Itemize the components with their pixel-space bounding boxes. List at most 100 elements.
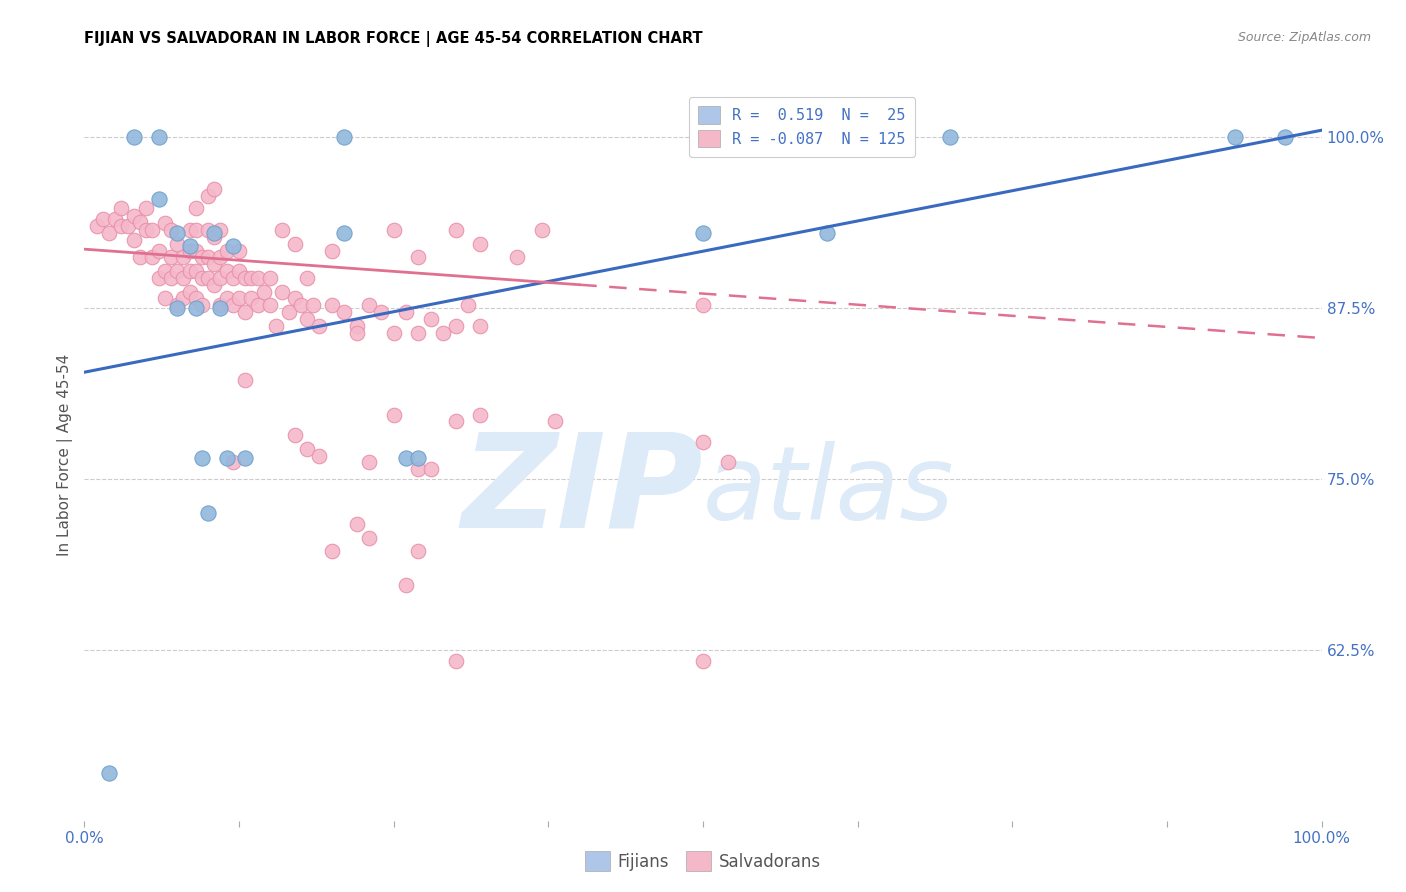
- Point: [228, 244, 250, 258]
- Point: [395, 305, 418, 319]
- Point: [209, 301, 232, 315]
- Point: [290, 298, 312, 312]
- Point: [160, 223, 183, 237]
- Point: [148, 244, 170, 258]
- Point: [166, 264, 188, 278]
- Point: [179, 239, 201, 253]
- Point: [1274, 130, 1296, 145]
- Point: [382, 326, 405, 340]
- Point: [444, 414, 467, 428]
- Point: [184, 301, 207, 315]
- Point: [86, 219, 108, 233]
- Point: [179, 244, 201, 258]
- Point: [141, 223, 163, 237]
- Point: [222, 271, 245, 285]
- Point: [91, 212, 114, 227]
- Point: [202, 277, 225, 292]
- Point: [939, 130, 962, 145]
- Point: [271, 223, 294, 237]
- Point: [129, 251, 152, 265]
- Point: [271, 285, 294, 299]
- Point: [191, 271, 214, 285]
- Point: [284, 428, 307, 442]
- Point: [153, 292, 176, 306]
- Point: [122, 130, 145, 145]
- Point: [197, 271, 219, 285]
- Point: [215, 244, 238, 258]
- Point: [531, 223, 554, 237]
- Point: [184, 264, 207, 278]
- Point: [202, 230, 225, 244]
- Point: [179, 223, 201, 237]
- Point: [129, 215, 152, 229]
- Point: [382, 408, 405, 422]
- Point: [259, 271, 281, 285]
- Point: [202, 182, 225, 196]
- Point: [191, 451, 214, 466]
- Point: [179, 264, 201, 278]
- Point: [284, 292, 307, 306]
- Point: [98, 765, 121, 780]
- Point: [166, 226, 188, 240]
- Point: [470, 236, 492, 251]
- Point: [110, 201, 132, 215]
- Point: [277, 305, 299, 319]
- Point: [395, 451, 418, 466]
- Point: [264, 318, 287, 333]
- Point: [815, 226, 838, 240]
- Point: [202, 257, 225, 271]
- Point: [246, 271, 269, 285]
- Point: [357, 455, 380, 469]
- Point: [357, 298, 380, 312]
- Point: [228, 292, 250, 306]
- Point: [333, 130, 356, 145]
- Point: [408, 326, 430, 340]
- Point: [233, 271, 256, 285]
- Point: [122, 233, 145, 247]
- Point: [333, 226, 356, 240]
- Point: [302, 298, 325, 312]
- Point: [215, 264, 238, 278]
- Point: [209, 298, 232, 312]
- Point: [184, 244, 207, 258]
- Point: [432, 326, 454, 340]
- Point: [153, 264, 176, 278]
- Point: [160, 271, 183, 285]
- Point: [321, 244, 343, 258]
- Point: [240, 271, 263, 285]
- Point: [543, 414, 565, 428]
- Point: [333, 305, 356, 319]
- Point: [222, 239, 245, 253]
- Point: [209, 251, 232, 265]
- Point: [191, 298, 214, 312]
- Point: [321, 298, 343, 312]
- Point: [197, 223, 219, 237]
- Point: [197, 189, 219, 203]
- Point: [382, 223, 405, 237]
- Point: [457, 298, 479, 312]
- Point: [754, 130, 776, 145]
- Point: [470, 318, 492, 333]
- Point: [295, 442, 318, 456]
- Point: [197, 506, 219, 520]
- Point: [184, 292, 207, 306]
- Point: [135, 223, 157, 237]
- Point: [295, 271, 318, 285]
- Point: [419, 311, 441, 326]
- Point: [228, 264, 250, 278]
- Point: [209, 223, 232, 237]
- Point: [506, 251, 529, 265]
- Point: [240, 292, 263, 306]
- Point: [117, 219, 139, 233]
- Point: [222, 298, 245, 312]
- Point: [215, 451, 238, 466]
- Point: [357, 531, 380, 545]
- Point: [153, 216, 176, 230]
- Point: [179, 285, 201, 299]
- Text: Source: ZipAtlas.com: Source: ZipAtlas.com: [1237, 31, 1371, 45]
- Point: [717, 455, 740, 469]
- Point: [172, 292, 194, 306]
- Point: [104, 212, 127, 227]
- Point: [233, 451, 256, 466]
- Point: [692, 654, 714, 668]
